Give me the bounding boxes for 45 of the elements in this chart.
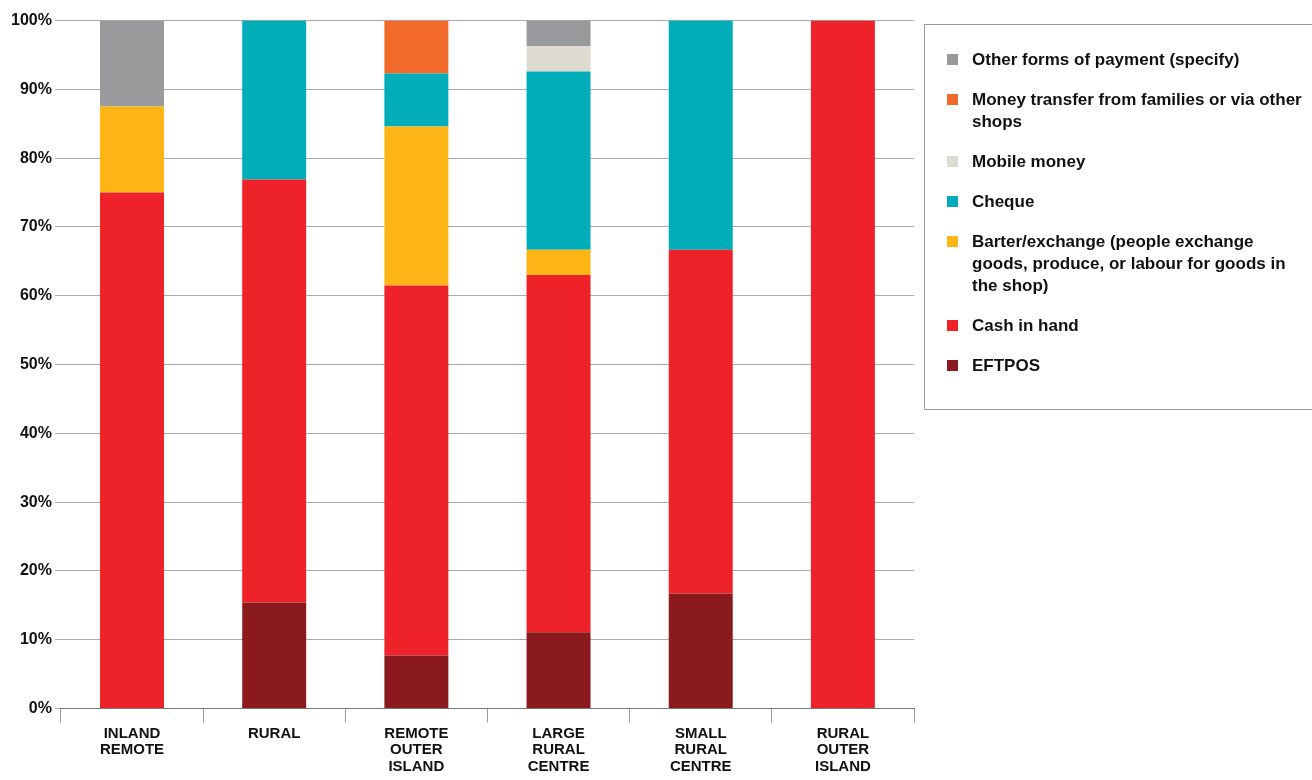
bar [668,249,733,594]
bar [526,632,591,708]
legend-label: Money transfer from families or via other shops [972,89,1303,133]
y-tick-label: 30% [19,492,52,510]
bar [384,73,449,127]
x-tick-label: SMALL RURAL CENTRE [669,723,732,774]
bar [526,275,591,633]
y-tick-label: 40% [19,423,52,441]
x-tick-label: INLAND REMOTE [99,723,165,758]
legend-label: Cheque [972,191,1035,213]
x-tick-label: LARGE RURAL CENTRE [527,723,590,774]
bar [668,593,733,708]
bar [526,71,591,250]
y-tick-label: 10% [19,630,52,648]
bar [100,20,164,107]
bar [242,20,307,180]
legend-label: EFTPOS [972,355,1041,377]
legend-label: Cash in hand [972,315,1079,337]
bar [100,106,164,193]
bar [384,285,449,656]
y-tick-label: 70% [19,217,52,235]
bar [810,20,875,708]
legend-label: Barter/exchange (people exchange goods, produce, or labour for goods in the shop) [972,231,1287,297]
bar [242,602,307,708]
x-tick-label: RURAL OUTER ISLAND [814,723,871,774]
y-tick-label: 100% [11,11,52,29]
bar [668,20,733,250]
y-tick-label: 60% [19,286,52,304]
x-tick-label: RURAL [247,723,301,741]
x-tick-label: REMOTE OUTER ISLAND [384,723,449,774]
bar [526,46,591,72]
bar [526,20,591,47]
y-tick-label: 0% [28,698,52,716]
bar [100,192,164,708]
y-tick-label: 20% [19,561,52,579]
bar [526,249,591,276]
legend-label: Other forms of payment (specify) [972,49,1240,71]
y-tick-label: 90% [19,79,52,97]
legend-label: Mobile money [972,151,1086,173]
bar [384,20,449,74]
bar [384,126,449,286]
y-tick-label: 80% [19,148,52,166]
bar [242,179,307,603]
y-tick-label: 50% [19,354,52,372]
bar [384,655,449,708]
